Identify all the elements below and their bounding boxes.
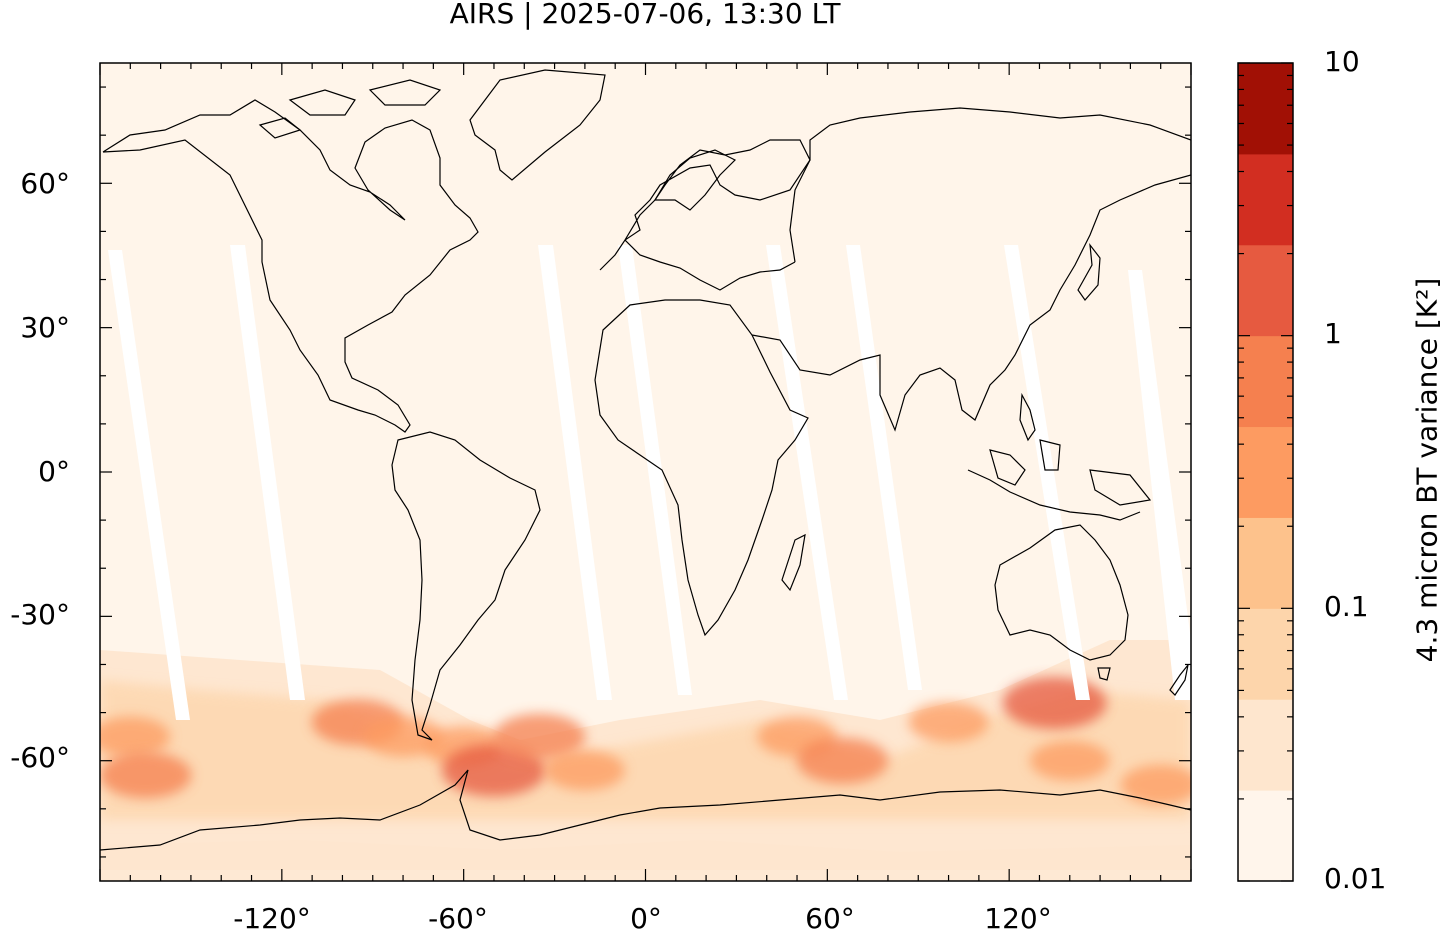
colorbar-tick-label: 1 (1324, 318, 1342, 350)
variance-hotspot (1030, 741, 1110, 781)
colorbar-tick-label: 0.01 (1324, 863, 1386, 895)
variance-hotspot (1003, 677, 1107, 729)
x-tick-label: 60° (770, 903, 890, 935)
x-tick-label: -60° (398, 903, 518, 935)
colorbar (1238, 63, 1293, 882)
variance-hotspot (90, 717, 170, 757)
colorbar-band (1238, 790, 1293, 881)
colorbar-band (1238, 517, 1293, 608)
x-tick-label: 0° (586, 903, 706, 935)
variance-hotspot (796, 738, 888, 784)
y-tick-label: -60° (0, 742, 70, 774)
variance-hotspot (545, 750, 625, 790)
x-tick-label: -120° (212, 903, 332, 935)
variance-hotspot (1121, 765, 1201, 805)
colorbar-band (1238, 336, 1293, 427)
colorbar-band (1238, 245, 1293, 336)
colorbar-tick-label: 0.1 (1324, 591, 1369, 623)
x-tick-label: 120° (958, 903, 1078, 935)
y-tick-label: -30° (0, 599, 70, 631)
colorbar-band (1238, 699, 1293, 790)
y-tick-label: 30° (0, 312, 70, 344)
colorbar-band (1238, 154, 1293, 245)
y-tick-label: 60° (0, 168, 70, 200)
y-tick-label: 0° (0, 456, 70, 488)
colorbar-band (1238, 608, 1293, 699)
colorbar-label: 4.3 micron BT variance [K²] (1411, 278, 1442, 663)
variance-hotspot (909, 702, 989, 742)
colorbar-band (1238, 63, 1293, 154)
colorbar-tick-label: 10 (1324, 46, 1360, 78)
colorbar-band (1238, 427, 1293, 518)
variance-hotspot (99, 752, 191, 798)
